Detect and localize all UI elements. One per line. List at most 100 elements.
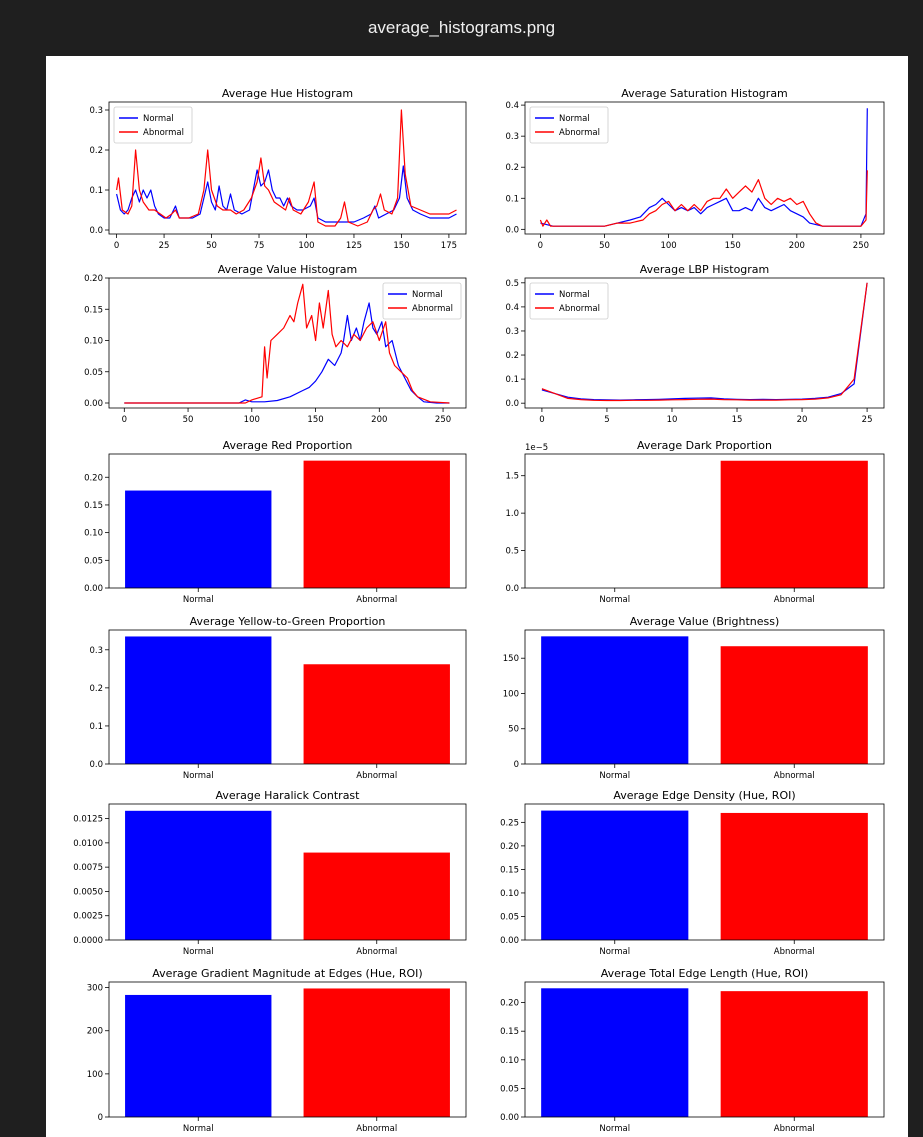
x-tick-label: 0 xyxy=(538,241,543,251)
chart-title: Average Red Proportion xyxy=(223,439,353,452)
x-tick-label: 150 xyxy=(725,241,741,251)
y-tick-label: 0.00 xyxy=(84,399,103,409)
y-offset-text: 1e−5 xyxy=(525,443,548,453)
chart-title: Average Total Edge Length (Hue, ROI) xyxy=(601,967,809,980)
y-tick-label: 0.20 xyxy=(84,274,103,284)
figure-canvas: Average Hue Histogram 0.0 0.1 0.2 0.3 0 25 50 75… xyxy=(46,56,908,1137)
series-line-normal xyxy=(541,282,868,401)
y-tick-label: 0.0075 xyxy=(73,863,103,873)
chart-panel-5: Average Red Proportion 0.00 0.05 0.10 0.15 0.… xyxy=(84,439,467,605)
x-tick-label: 250 xyxy=(435,415,451,425)
y-tick-label: 0.0 xyxy=(505,584,519,594)
legend: Normal Abnormal xyxy=(113,106,193,144)
legend-box xyxy=(382,282,462,320)
y-tick-label: 0.0 xyxy=(89,226,103,236)
chart-panel-1: Average Hue Histogram 0.0 0.1 0.2 0.3 0 25 50 75… xyxy=(89,87,467,251)
legend-label-abnormal: Abnormal xyxy=(559,128,600,138)
bar-abnormal xyxy=(303,852,450,940)
y-tick-label: 0.1 xyxy=(505,194,519,204)
chart-title: Average Dark Proportion xyxy=(637,439,772,452)
axes-frame xyxy=(108,803,467,941)
legend: Normal Abnormal xyxy=(382,282,462,320)
x-tick-label: Normal xyxy=(599,595,630,605)
x-tick-label: 100 xyxy=(244,415,260,425)
axes-frame xyxy=(524,101,885,235)
x-tick-label: 125 xyxy=(346,241,362,251)
x-tick-label: 75 xyxy=(254,241,265,251)
y-tick-label: 0.05 xyxy=(500,1084,519,1094)
x-tick-label: 200 xyxy=(371,415,387,425)
x-tick-label: Abnormal xyxy=(356,947,397,957)
y-tick-label: 50 xyxy=(508,725,519,735)
y-tick-label: 0 xyxy=(514,760,519,770)
y-tick-label: 0.00 xyxy=(500,1113,519,1123)
x-tick-label: Abnormal xyxy=(774,1124,815,1134)
y-tick-label: 150 xyxy=(503,654,519,664)
y-tick-label: 0.05 xyxy=(84,556,103,566)
y-tick-label: 0.0025 xyxy=(73,912,103,922)
chart-title: Average Value (Brightness) xyxy=(630,615,780,628)
x-tick-label: 150 xyxy=(307,415,323,425)
axes-frame xyxy=(524,981,885,1118)
y-tick-label: 200 xyxy=(87,1027,103,1037)
y-tick-label: 0.20 xyxy=(500,999,519,1009)
chart-panel-7: Average Yellow-to-Green Proportion 0.0 0.1… xyxy=(89,615,467,781)
y-tick-label: 300 xyxy=(87,984,103,994)
y-tick-label: 0.15 xyxy=(84,305,103,315)
x-tick-label: 10 xyxy=(667,415,678,425)
chart-panel-4: Average LBP Histogram 0.0 0.1 0.2 0.3 0.4 0.5 0… xyxy=(505,263,885,425)
y-tick-label: 0.3 xyxy=(505,327,519,337)
x-tick-label: Normal xyxy=(183,1124,214,1134)
x-tick-label: Abnormal xyxy=(356,1124,397,1134)
x-tick-label: 250 xyxy=(853,241,869,251)
x-tick-label: 15 xyxy=(732,415,743,425)
y-tick-label: 0.05 xyxy=(84,368,103,378)
legend-label-abnormal: Abnormal xyxy=(559,304,600,314)
y-tick-label: 0.15 xyxy=(84,501,103,511)
y-tick-label: 0.0100 xyxy=(73,839,103,849)
bar-abnormal xyxy=(303,988,450,1117)
axes-frame xyxy=(108,453,467,589)
window-title: average_histograms.png xyxy=(367,17,556,37)
x-tick-label: Abnormal xyxy=(774,771,815,781)
y-tick-label: 0.25 xyxy=(500,818,519,828)
legend: Normal Abnormal xyxy=(529,106,609,144)
x-tick-label: 200 xyxy=(789,241,805,251)
x-tick-label: 50 xyxy=(206,241,217,251)
axes-frame xyxy=(108,981,467,1118)
x-tick-label: 50 xyxy=(599,241,610,251)
axes-frame xyxy=(524,277,885,409)
y-tick-label: 0.0125 xyxy=(73,815,103,825)
axes-frame xyxy=(524,453,885,589)
y-tick-label: 0.15 xyxy=(500,865,519,875)
chart-title: Average Value Histogram xyxy=(218,263,357,276)
y-tick-label: 0.3 xyxy=(89,646,103,656)
legend-box xyxy=(529,282,609,320)
legend-label-normal: Normal xyxy=(143,114,174,124)
y-tick-label: 0.2 xyxy=(89,684,103,694)
y-tick-label: 0.15 xyxy=(500,1027,519,1037)
y-tick-label: 0.1 xyxy=(505,375,519,385)
y-tick-label: 0 xyxy=(98,1113,103,1123)
chart-title: Average Gradient Magnitude at Edges (Hue… xyxy=(152,967,422,980)
x-tick-label: Normal xyxy=(599,947,630,957)
bar-normal xyxy=(125,810,272,940)
y-tick-label: 0.3 xyxy=(89,106,103,116)
y-tick-label: 0.0000 xyxy=(73,936,103,946)
x-tick-label: Abnormal xyxy=(774,947,815,957)
chart-panel-10: Average Edge Density (Hue, ROI) 0.00 0.05 0… xyxy=(500,789,885,957)
bar-normal xyxy=(541,988,689,1117)
y-tick-label: 0.10 xyxy=(84,529,103,539)
x-tick-label: Normal xyxy=(599,771,630,781)
chart-title: Average Saturation Histogram xyxy=(621,87,788,100)
series-line-normal xyxy=(540,108,868,227)
x-tick-label: Abnormal xyxy=(356,771,397,781)
y-tick-label: 0.2 xyxy=(505,351,519,361)
x-tick-label: 100 xyxy=(660,241,676,251)
chart-panel-2: Average Saturation Histogram 0.0 0.1 0.2 0.3… xyxy=(505,87,885,251)
chart-title: Average Yellow-to-Green Proportion xyxy=(190,615,386,628)
chart-title: Average Haralick Contrast xyxy=(216,789,361,802)
y-tick-label: 0.0 xyxy=(89,760,103,770)
y-tick-label: 0.00 xyxy=(500,936,519,946)
y-tick-label: 0.0 xyxy=(505,399,519,409)
